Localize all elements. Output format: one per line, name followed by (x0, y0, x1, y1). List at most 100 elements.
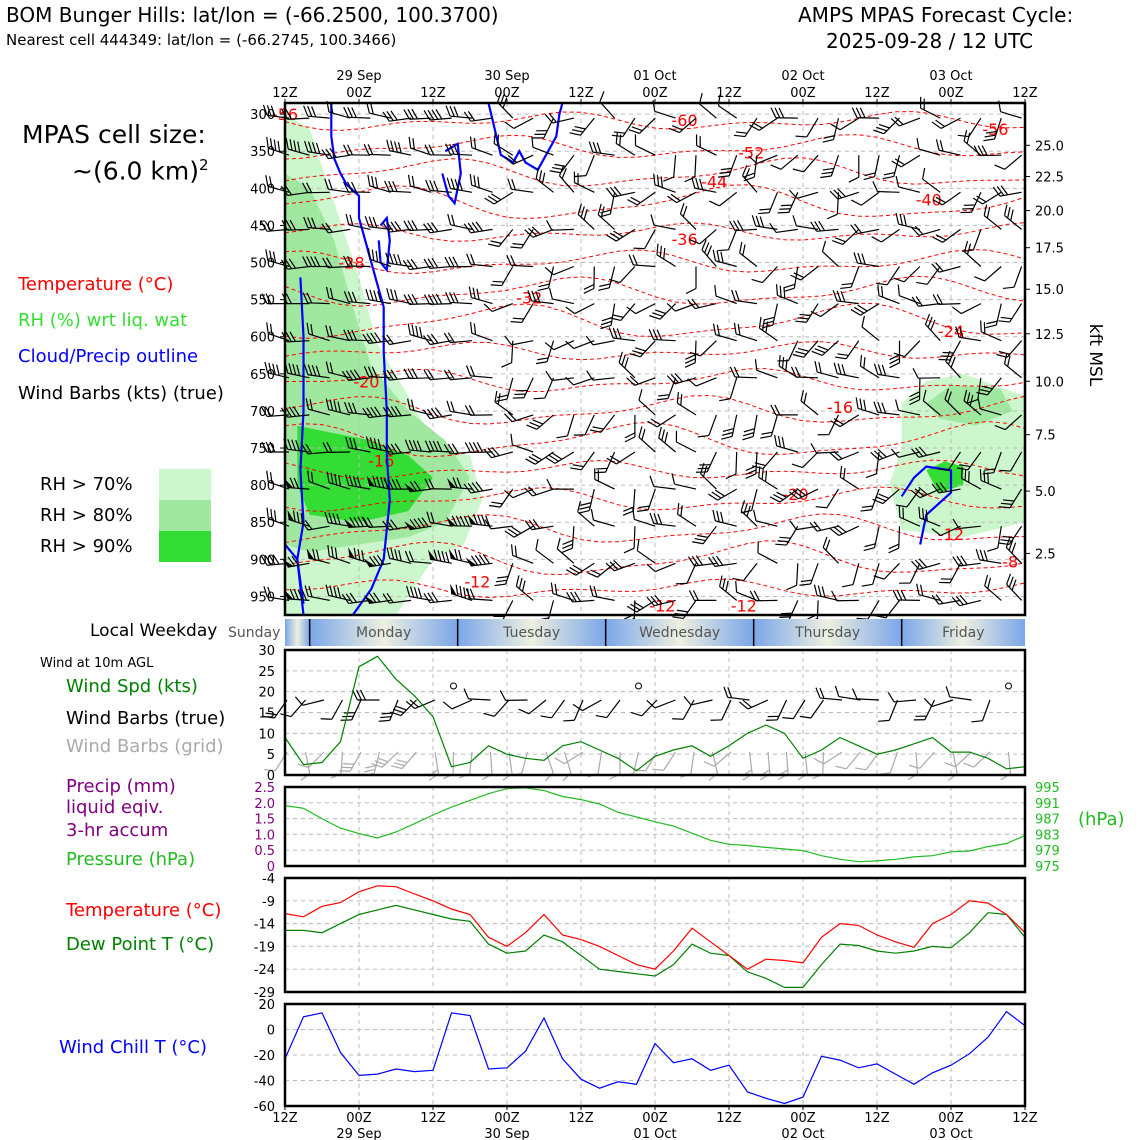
wind-barb-feather (371, 366, 378, 378)
wind-barb-feather (646, 699, 656, 709)
wind-barb-feather (809, 522, 818, 532)
wind-barb-shaft (551, 699, 565, 719)
wind-barb-feather (377, 757, 389, 763)
grid-wind-barb (652, 751, 677, 772)
wind-barb-feather (483, 303, 493, 312)
wind-barb (632, 508, 656, 527)
wind-barb-feather (902, 507, 905, 519)
wind-barb-shaft (984, 266, 1002, 282)
wind-barb-feather (716, 324, 720, 336)
wind-barb-feather (694, 537, 706, 542)
rh-swatch-90 (159, 531, 211, 562)
wind-barb-feather (918, 486, 928, 496)
wind-barb-feather (524, 487, 534, 497)
wind-barb-feather (407, 368, 414, 379)
wind-barb (343, 181, 371, 193)
wind-barb (326, 286, 351, 305)
wind-barb-feather (831, 590, 838, 602)
wind-barb-feather (303, 216, 309, 228)
wind-barb-feather (452, 477, 458, 489)
wind-barb-feather (596, 467, 608, 470)
wind-barb (998, 488, 1023, 509)
wind-barb-feather (947, 391, 952, 403)
wind-barb (831, 590, 859, 602)
height-tick-label: 2.5 (1035, 547, 1056, 562)
wind-barb-feather (265, 441, 272, 453)
wind-barb (932, 294, 961, 305)
wind-barb (628, 254, 656, 268)
wind-barb-feather (672, 616, 684, 620)
wind-barb (638, 389, 656, 416)
wind-barb (304, 585, 330, 601)
wind-barb-feather (622, 510, 634, 516)
wind-barb (565, 303, 595, 315)
wind-barb-feather (422, 409, 431, 420)
wind-barb-feather (407, 174, 411, 186)
wind-barb-feather (930, 319, 936, 331)
wind-barb-feather (563, 719, 575, 722)
sfc-wind-barb (294, 696, 325, 706)
wind-barb-feather (697, 467, 709, 470)
wind-barb (465, 554, 493, 567)
wind-barb (423, 592, 452, 604)
temperature-contour-label: -28 (339, 254, 365, 273)
wind-barb (443, 332, 473, 344)
wind-barb (894, 399, 921, 416)
wind-barb-feather (263, 715, 275, 719)
wind-barb-feather (999, 469, 1011, 472)
legend-precip-1: Precip (mm) (66, 776, 176, 797)
rh-area-80-edge (285, 277, 310, 426)
wind-barb-feather (535, 361, 548, 365)
wind-barb (609, 303, 636, 322)
wind-barb-feather (544, 114, 553, 124)
wind-barb-feather (325, 148, 333, 159)
wind-barb (800, 390, 819, 416)
wind-barb-feather (349, 437, 354, 449)
wind-barb (712, 509, 737, 527)
wind-barb-feather (565, 569, 577, 576)
wind-barb-feather (427, 109, 435, 120)
wind-barb-feather (574, 125, 586, 130)
wind-barb (931, 117, 961, 129)
wind-barb-feather (915, 296, 923, 307)
wind-barb-feather (535, 291, 541, 303)
wind-barb-feather (931, 594, 940, 605)
wind-barb (863, 155, 880, 181)
wind-barb-feather (349, 516, 356, 528)
height-tick-label: 17.5 (1035, 242, 1064, 257)
wind-barb-feather (334, 473, 338, 486)
wind-barb-feather (701, 239, 707, 251)
wind-barb-feather (935, 139, 940, 151)
wind-barb-feather (445, 143, 451, 155)
wind-barb-shaft (597, 751, 603, 774)
top-time-tick-label: 12Z (1012, 86, 1038, 101)
wind-barb-feather (347, 255, 353, 267)
wind-barb-feather (387, 478, 394, 490)
wind-barb (687, 377, 717, 387)
wind-barb-feather (466, 253, 472, 265)
wind-barb (423, 293, 452, 305)
wind-barb-feather (294, 696, 304, 706)
wind-barb-feather (306, 322, 310, 334)
grid-wind-barb (391, 751, 417, 770)
temperature-contour-label: -12 (464, 573, 490, 592)
wind-barb-feather (606, 234, 617, 242)
wind-barb (791, 451, 819, 469)
wind-barb-feather (657, 513, 663, 525)
wind-barb (638, 426, 656, 453)
wind-barb-shaft (756, 154, 778, 164)
wind-barb-feather (329, 287, 334, 300)
wind-barb (952, 555, 981, 567)
wind-barb-feather (641, 429, 646, 441)
wind-barb-feather (590, 509, 595, 521)
wind-barb-feather (762, 319, 765, 331)
wind-barb-feather (347, 181, 353, 193)
grid-wind-barb (963, 751, 991, 768)
wind-barb (757, 192, 778, 215)
wind-barb-feather (413, 480, 421, 491)
wind-barb-shaft (865, 751, 880, 771)
wind-barb-feather (784, 283, 796, 289)
wind-barb-feather (443, 444, 451, 455)
wind-barb (839, 465, 860, 490)
wind-barb-feather (386, 369, 394, 381)
